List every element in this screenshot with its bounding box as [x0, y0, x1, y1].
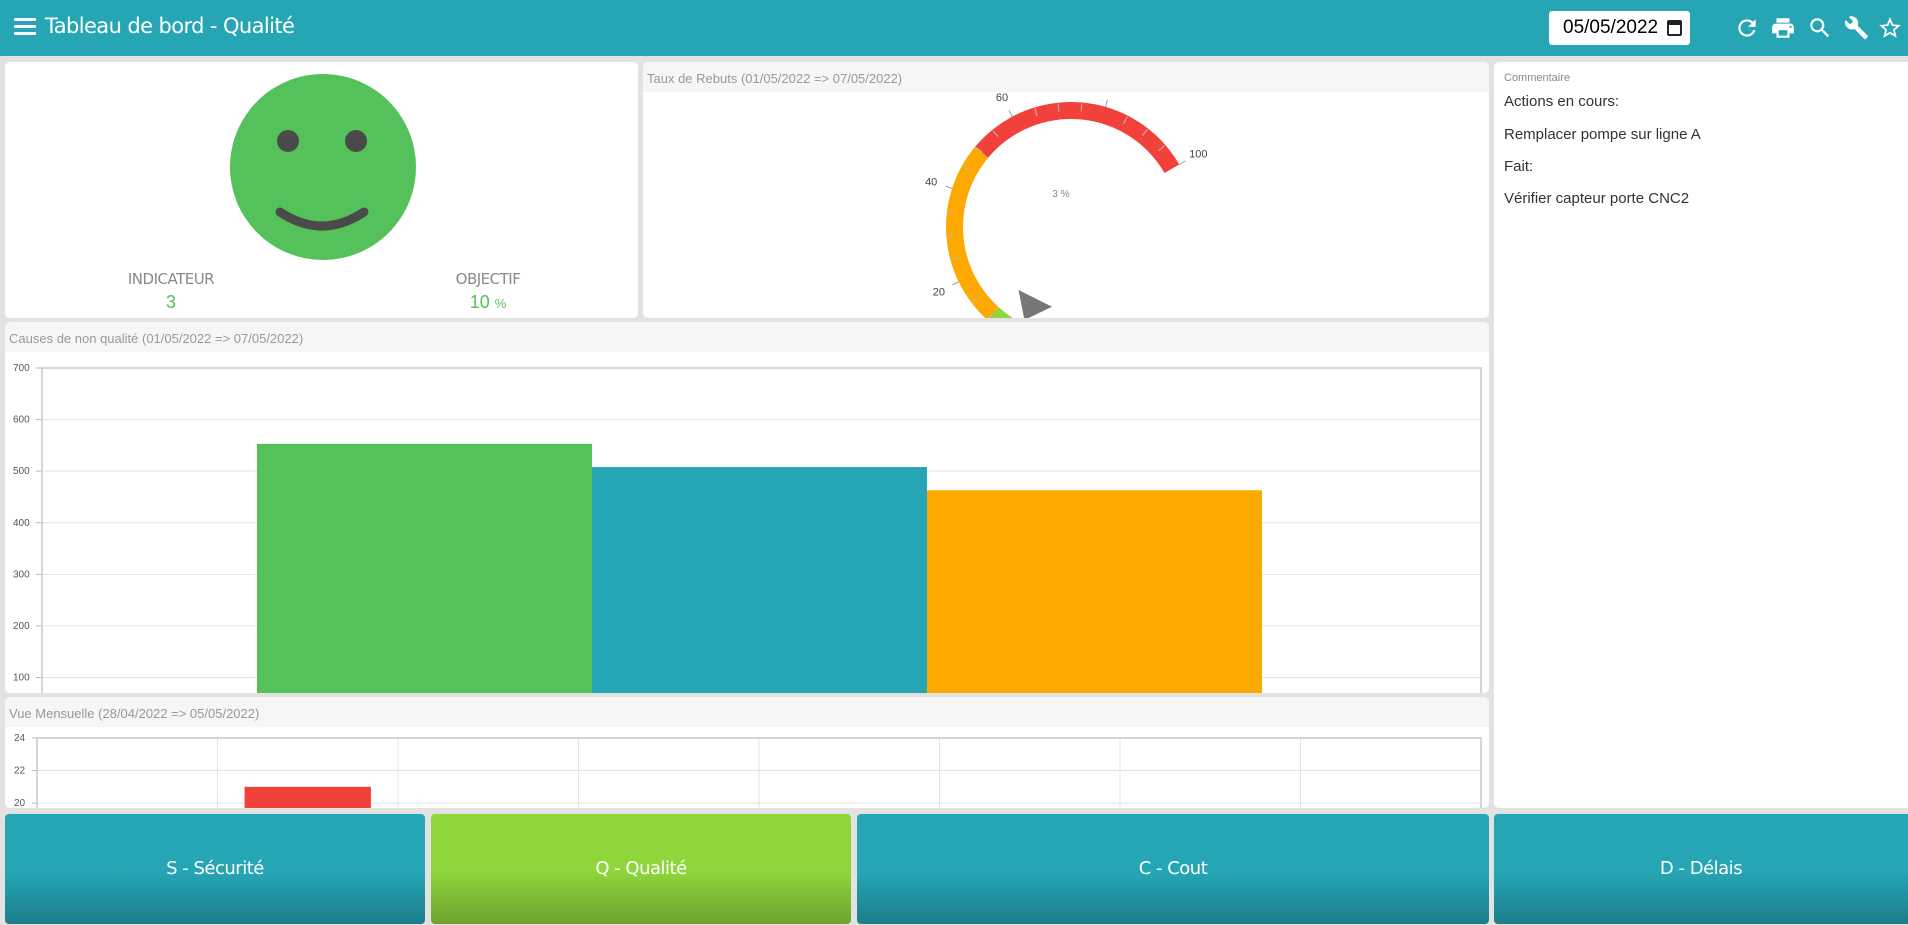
search-icon[interactable] — [1807, 15, 1833, 41]
scrap-rate-gauge: 0204060801003 % — [925, 92, 1207, 318]
print-icon[interactable] — [1770, 15, 1796, 41]
gauge-tick-label: 40 — [925, 177, 937, 189]
bar — [927, 490, 1262, 693]
gauge-tick — [952, 281, 959, 286]
y-tick-label: 400 — [13, 518, 30, 529]
gauge-minor-tick — [951, 256, 960, 260]
indicator-value: 3 — [165, 292, 176, 312]
gauge-tick — [945, 185, 953, 189]
wrench-icon[interactable] — [1843, 15, 1869, 41]
gauge-minor-tick — [1142, 128, 1148, 136]
gauge-tick — [1008, 110, 1013, 117]
gauge-value-label: 3 % — [1052, 189, 1069, 200]
y-tick-label: 24 — [14, 733, 26, 744]
gauge-band — [975, 101, 1180, 173]
y-tick-label: 200 — [13, 621, 30, 632]
gauge-minor-tick — [971, 296, 979, 303]
gauge-tick-label: 20 — [933, 286, 945, 298]
gauge-minor-tick — [1034, 108, 1038, 117]
scrap-rate-panel: Taux de Rebuts (01/05/2022 => 07/05/2022… — [643, 62, 1489, 318]
gauge-tick — [1104, 99, 1108, 107]
page-title: Tableau de bord - Qualité — [45, 14, 295, 38]
gauge-tick — [1179, 160, 1186, 165]
gauge-minor-tick — [947, 234, 956, 237]
gauge-tick-label: 80 — [1105, 92, 1117, 93]
y-tick-label: 22 — [14, 766, 26, 777]
smiley-icon — [228, 72, 418, 267]
plot-frame — [41, 367, 1482, 693]
date-value: 05/05/2022 — [1563, 17, 1659, 38]
scrap-rate-title: Taux de Rebuts (01/05/2022 => 07/05/2022… — [643, 62, 1489, 92]
nav-button-qualite[interactable]: Q - Qualité — [431, 814, 851, 924]
gauge-band — [946, 146, 999, 318]
date-input[interactable]: 05/05/2022 — [1549, 11, 1690, 45]
monthly-title: Vue Mensuelle (28/04/2022 => 05/05/2022) — [5, 697, 1489, 727]
y-tick-label: 600 — [13, 415, 30, 426]
monthly-panel: Vue Mensuelle (28/04/2022 => 05/05/2022)… — [5, 697, 1489, 808]
y-tick-label: 20 — [14, 798, 26, 808]
causes-chart: 100 200 300 400 500 600 700 — [13, 363, 1482, 693]
gauge-minor-tick — [1057, 103, 1060, 112]
calendar-icon[interactable] — [1667, 20, 1682, 36]
gauge-minor-tick — [1123, 116, 1128, 124]
y-tick-label: 100 — [13, 673, 30, 684]
comment-line: Actions en cours: — [1504, 93, 1620, 110]
menu-icon[interactable] — [14, 18, 36, 36]
objective-unit: % — [494, 296, 507, 311]
gauge-minor-tick — [1080, 103, 1083, 112]
causes-panel: Causes de non qualité (01/05/2022 => 07/… — [5, 322, 1489, 693]
monthly-chart: 20 22 24 — [14, 733, 1482, 808]
nav-button-securite[interactable]: S - Sécurité — [5, 814, 425, 924]
bar — [257, 443, 592, 693]
y-tick-label: 700 — [13, 363, 30, 374]
objective-value-wrap: 10 % — [433, 292, 543, 313]
comment-line: Vérifier capteur porte CNC2 — [1504, 190, 1690, 207]
comment-line: Remplacer pompe sur ligne A — [1504, 126, 1701, 143]
gauge-minor-tick — [1158, 145, 1165, 152]
gauge-minor-tick — [947, 211, 956, 214]
comment-title: Commentaire — [1504, 72, 1571, 84]
comment-panel: Commentaire Actions en cours: Remplacer … — [1494, 62, 1908, 808]
nav-button-cout[interactable]: C - Cout — [857, 814, 1489, 924]
nav-button-delais[interactable]: D - Délais — [1494, 814, 1908, 924]
gauge-tick-label: 60 — [996, 92, 1008, 104]
bar — [592, 467, 927, 693]
indicator-label: INDICATEUR — [127, 270, 215, 288]
comment-line: Fait: — [1504, 158, 1534, 175]
gauge-tick-label: 100 — [1189, 149, 1207, 161]
gauge-minor-tick — [988, 312, 994, 318]
y-tick-label: 500 — [13, 466, 30, 477]
objective-value: 10 — [469, 292, 490, 312]
gauge-minor-tick — [975, 146, 983, 153]
gauge-minor-tick — [992, 130, 999, 138]
indicator-panel: INDICATEUR 3 OBJECTIF 10 % — [5, 62, 638, 318]
objective-label: OBJECTIF — [455, 270, 521, 288]
gauge-minor-tick — [962, 166, 970, 172]
causes-title: Causes de non qualité (01/05/2022 => 07/… — [5, 322, 1489, 352]
gauge-band — [989, 307, 1013, 318]
y-tick-label: 300 — [13, 569, 30, 580]
refresh-icon[interactable] — [1734, 15, 1760, 41]
plot-frame — [36, 737, 1482, 808]
star-icon[interactable] — [1877, 15, 1903, 41]
bar — [244, 786, 371, 808]
gauge-pointer — [1018, 289, 1052, 318]
top-app-bar: Tableau de bord - Qualité 05/05/2022 — [0, 0, 1908, 56]
